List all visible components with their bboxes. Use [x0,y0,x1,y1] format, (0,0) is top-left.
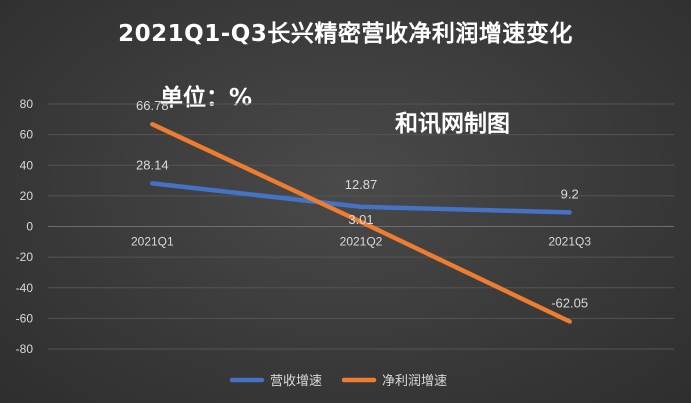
y-tick-label: -80 [16,342,34,356]
unit-label: 单位：% [160,85,253,111]
x-tick-label: 2021Q3 [548,235,591,249]
data-label: 9.2 [561,186,579,201]
data-label: 66.78 [136,98,169,113]
y-tick-label: -20 [16,250,34,264]
chart-subtitle-row: 单位：% 和讯网制图 [0,52,691,137]
y-tick-label: 60 [20,128,34,142]
source-label: 和讯网制图 [395,111,510,137]
y-tick-label: -60 [16,311,34,325]
y-tick-label: 20 [20,189,34,203]
data-label: -62.05 [551,296,588,311]
series-line [150,121,572,324]
x-tick-label: 2021Q2 [340,235,383,249]
y-tick-label: 80 [20,97,34,111]
legend-label: 营收增速 [270,374,322,389]
data-label: 3.01 [348,212,373,227]
y-tick-label: 40 [20,158,34,172]
x-tick-label: 2021Q1 [131,235,174,249]
chart-title: 2021Q1-Q3长兴精密营收净利润增速变化 [118,21,573,47]
data-label: 28.14 [136,157,169,172]
y-tick-label: -40 [16,281,34,295]
data-label: 12.87 [345,177,378,192]
y-tick-label: 0 [26,220,33,234]
legend-label: 净利润增速 [382,374,447,389]
series-line [150,181,572,215]
